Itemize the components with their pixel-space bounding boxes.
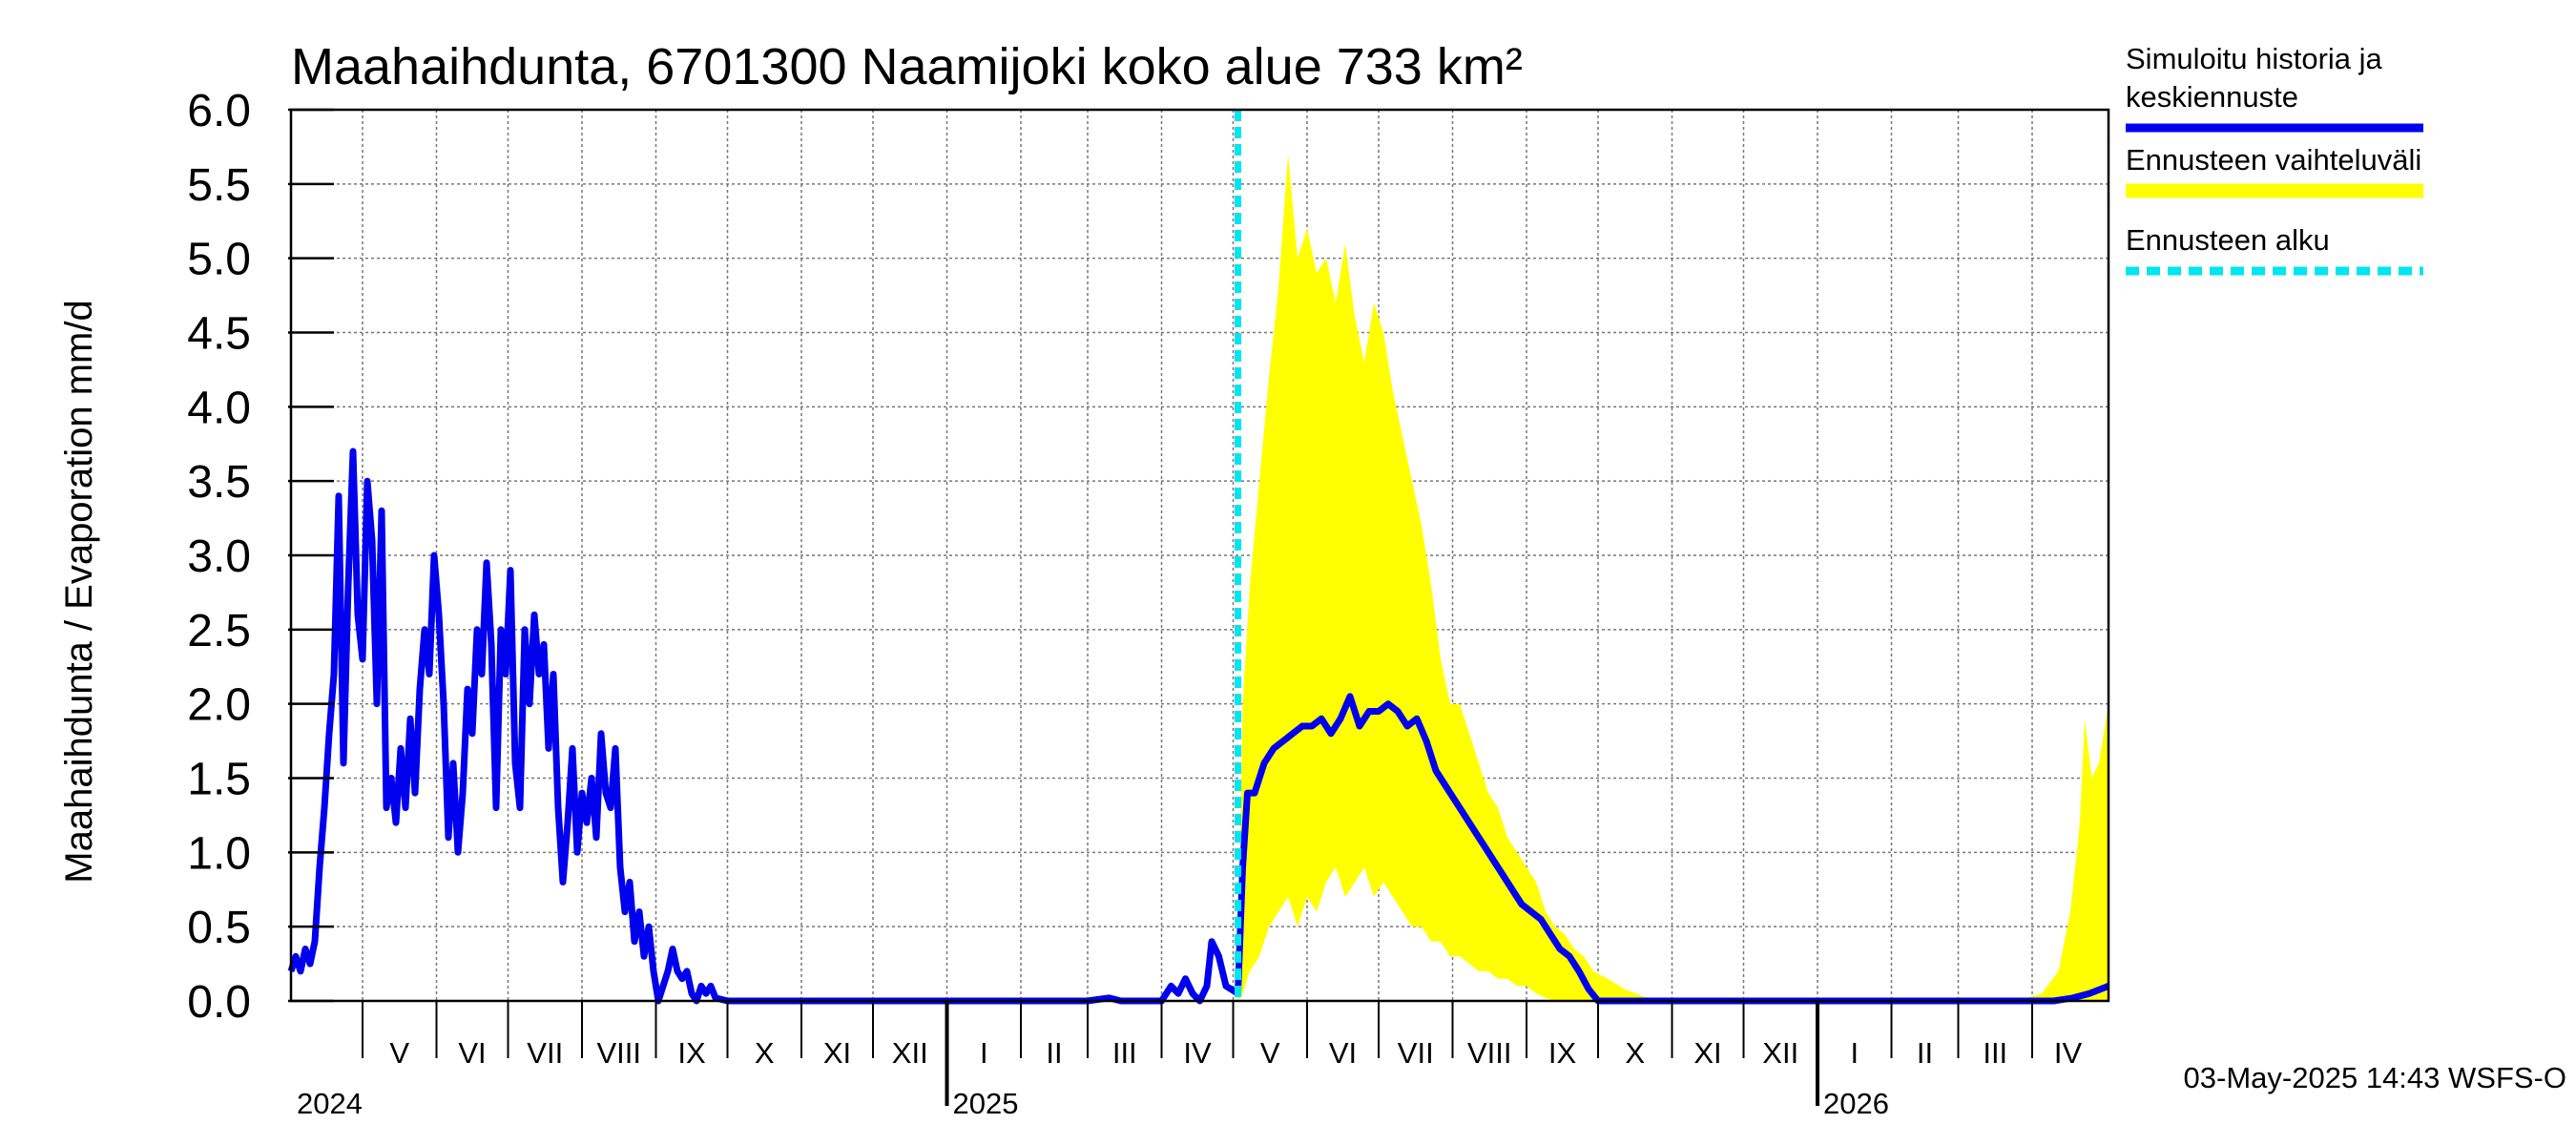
forecast-range-layer [1237, 154, 2109, 1001]
y-tick-label: 5.0 [187, 235, 251, 285]
y-tick-label: 5.5 [187, 160, 251, 211]
year-label: 2026 [1823, 1087, 1889, 1120]
y-tick-label: 3.5 [187, 457, 251, 508]
mean-series-layer [287, 448, 2110, 1005]
month-label: VII [527, 1036, 563, 1070]
month-label: IV [1183, 1036, 1212, 1070]
month-label: V [389, 1036, 409, 1070]
y-tick-label: 6.0 [187, 86, 251, 136]
mean-series-line [287, 448, 2110, 1005]
month-label: IX [677, 1036, 706, 1070]
month-label: X [755, 1036, 775, 1070]
legend: Simuloitu historia ja keskiennuste Ennuste… [2126, 42, 2423, 276]
y-tick-label: 0.5 [187, 903, 251, 953]
month-label: VII [1398, 1036, 1434, 1070]
y-tick-label: 4.0 [187, 383, 251, 433]
y-tick-label: 0.0 [187, 977, 251, 1028]
y-tick-label: 1.5 [187, 755, 251, 805]
month-label: I [1850, 1036, 1859, 1070]
month-label: X [1625, 1036, 1645, 1070]
forecast-range-area [1237, 154, 2109, 1001]
month-label: XI [1693, 1036, 1721, 1070]
y-tick-label: 2.0 [187, 680, 251, 731]
month-label: VIII [1467, 1036, 1512, 1070]
x-axis: V VI VII VIII IX X XI XII I II III IV V VI VII VIII IX X X… [297, 1001, 2082, 1120]
month-label: IV [2054, 1036, 2083, 1070]
y-tick-label: 1.0 [187, 828, 251, 879]
month-label: VI [1329, 1036, 1357, 1070]
month-label: III [1983, 1036, 2007, 1070]
year-label: 2024 [297, 1087, 363, 1120]
month-label: II [1917, 1036, 1933, 1070]
chart-title: Maahaihdunta, 6701300 Naamijoki koko alu… [291, 38, 1523, 95]
month-label: XI [823, 1036, 851, 1070]
legend-label: Ennusteen vaihteluväli [2126, 143, 2421, 177]
month-label: XII [1762, 1036, 1798, 1070]
month-label: IX [1548, 1036, 1577, 1070]
y-axis-label: Maahaihdunta / Evaporation mm/d [58, 300, 100, 883]
y-tick-label: 4.5 [187, 309, 251, 360]
month-label: XII [892, 1036, 928, 1070]
y-tick-label: 3.0 [187, 531, 251, 582]
month-label: II [1046, 1036, 1062, 1070]
legend-label: keskiennuste [2126, 80, 2298, 114]
legend-label: Simuloitu historia ja [2126, 42, 2383, 75]
legend-label: Ennusteen alku [2126, 223, 2330, 257]
month-label: VI [458, 1036, 486, 1070]
month-label: VIII [596, 1036, 641, 1070]
footer-timestamp: 03-May-2025 14:43 WSFS-O [2184, 1061, 2566, 1094]
y-tick-label: 2.5 [187, 606, 251, 656]
month-label: V [1260, 1036, 1280, 1070]
month-label: III [1112, 1036, 1137, 1070]
y-axis: 0.0 0.5 1.0 1.5 2.0 2.5 3.0 3.5 4.0 4.5 5.0 5.5 6.0 [187, 86, 334, 1028]
year-label: 2025 [953, 1087, 1019, 1120]
month-label: I [980, 1036, 988, 1070]
